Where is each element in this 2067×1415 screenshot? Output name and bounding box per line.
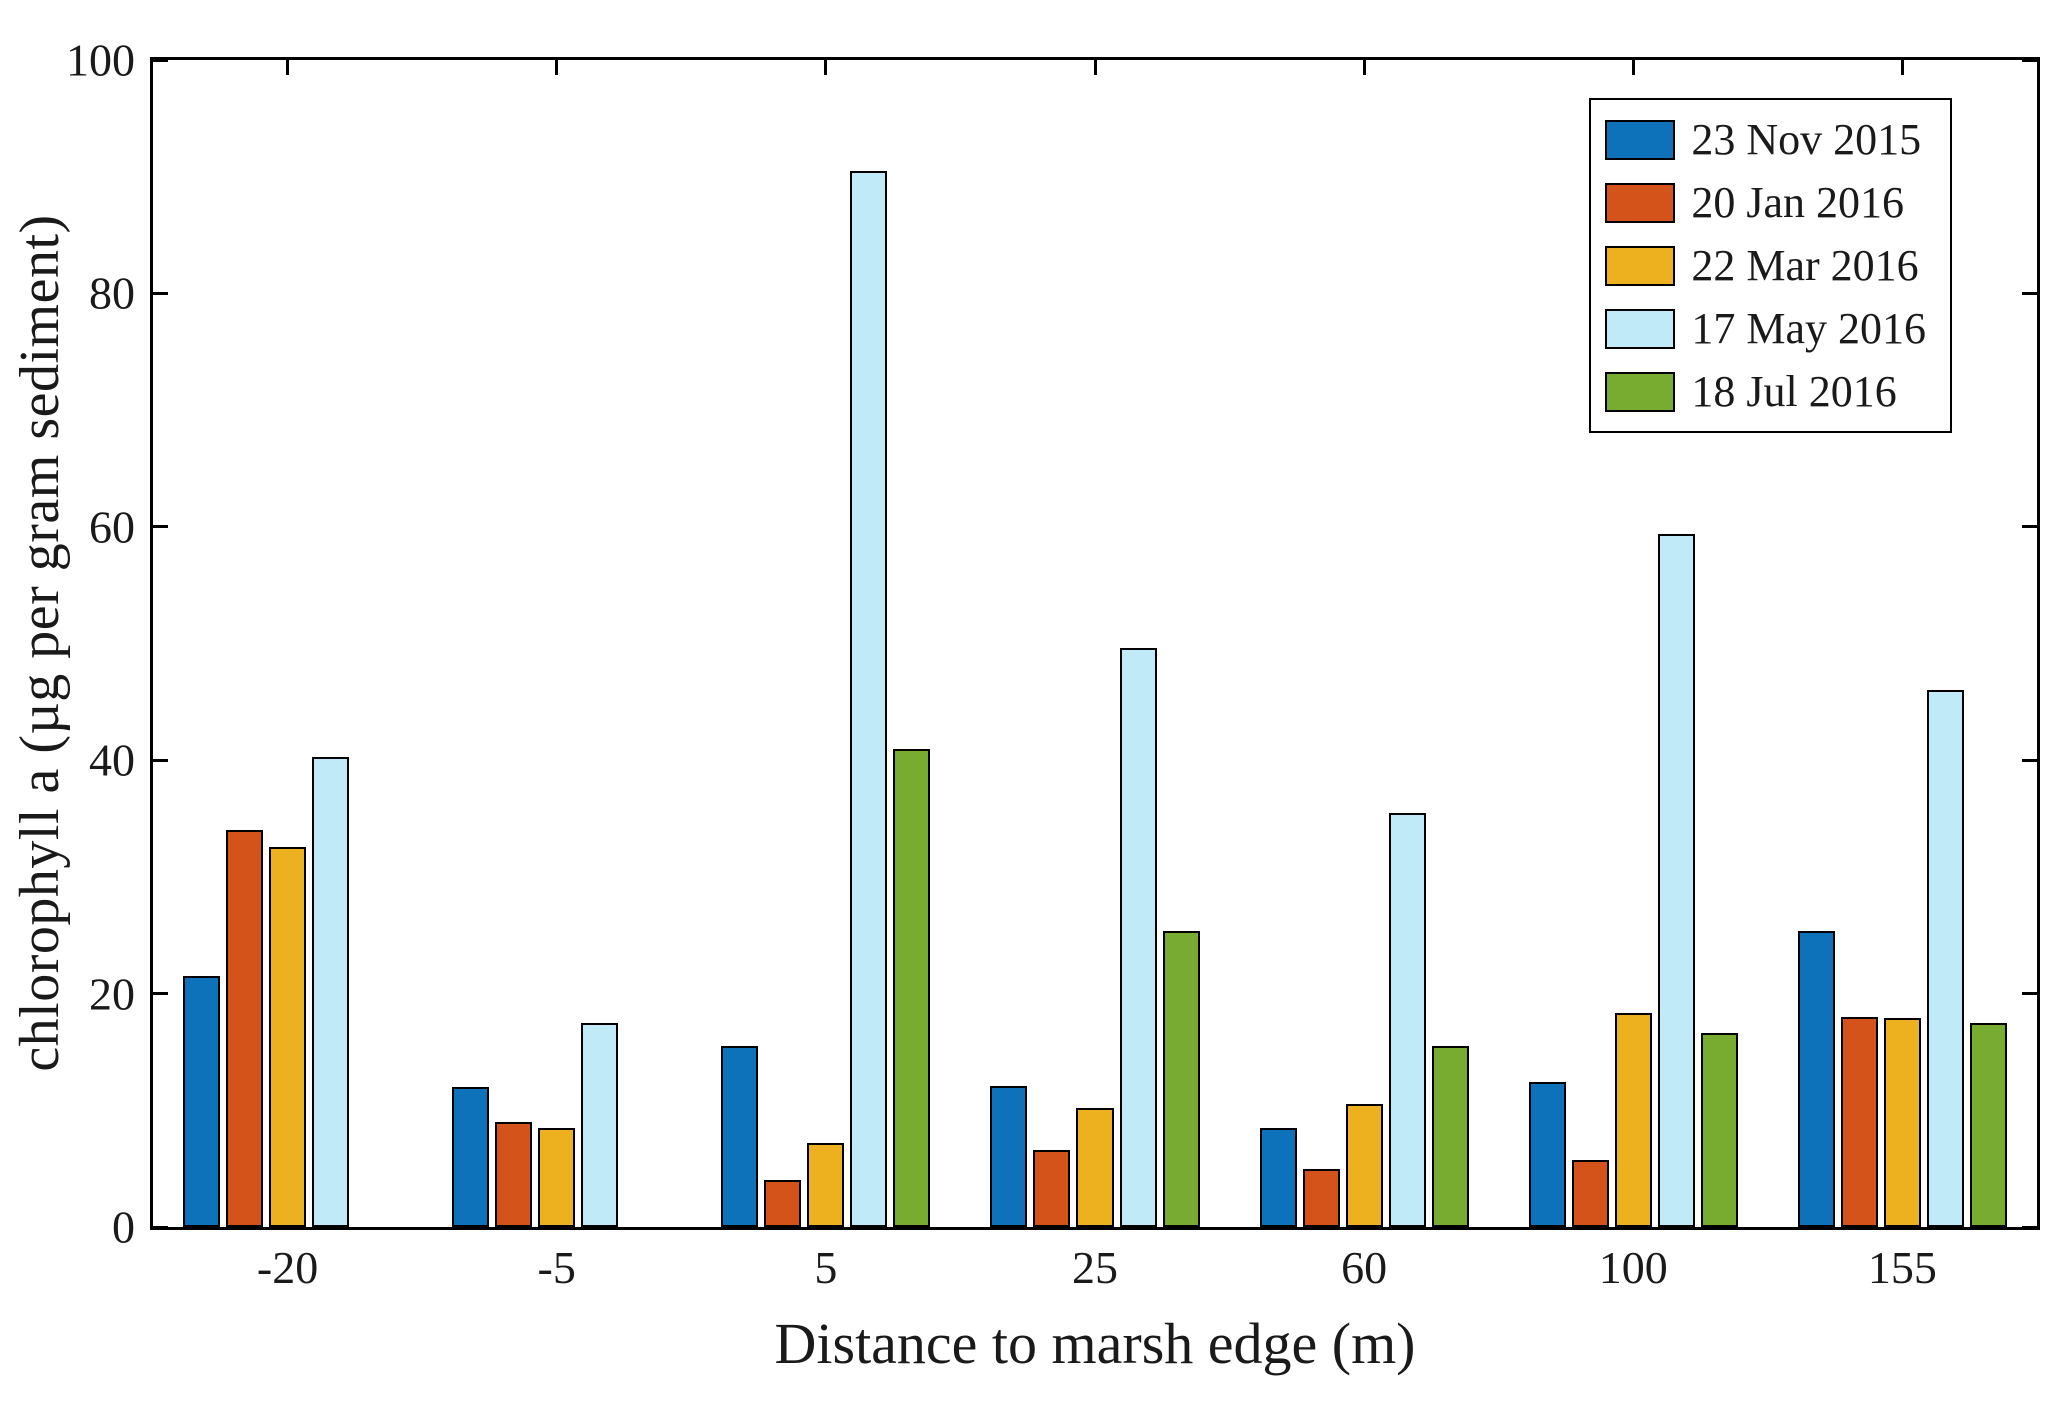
- x-tick-mark: [1362, 60, 1366, 75]
- bar: [1840, 1016, 1878, 1227]
- bar: [452, 1086, 490, 1227]
- legend-item: 22 Mar 2016: [1605, 240, 1926, 291]
- bar: [1700, 1033, 1738, 1227]
- legend-swatch: [1605, 245, 1676, 286]
- x-tick-label: 25: [1072, 1242, 1118, 1293]
- bar: [764, 1180, 802, 1227]
- y-tick-mark: [2022, 58, 2037, 62]
- y-tick-mark: [153, 758, 168, 762]
- bar: [1162, 930, 1200, 1227]
- legend-label: 22 Mar 2016: [1691, 241, 1919, 290]
- legend-swatch: [1605, 371, 1676, 412]
- bar: [807, 1142, 845, 1227]
- y-tick-label: 80: [89, 267, 135, 319]
- bar: [1614, 1013, 1652, 1227]
- x-tick-mark: [1900, 60, 1904, 75]
- bar: [721, 1046, 759, 1227]
- bar: [1345, 1104, 1383, 1227]
- legend-swatch: [1605, 119, 1676, 160]
- bar: [990, 1085, 1028, 1227]
- legend-item: 17 May 2016: [1605, 303, 1926, 354]
- bar: [1657, 533, 1695, 1227]
- bar: [182, 976, 220, 1227]
- legend-item: 23 Nov 2015: [1605, 114, 1926, 165]
- y-tick-mark: [2022, 525, 2037, 529]
- bar: [269, 846, 307, 1227]
- y-tick-label: 0: [112, 1201, 135, 1253]
- y-tick-mark: [153, 291, 168, 295]
- bar: [850, 170, 888, 1227]
- legend-swatch: [1605, 182, 1676, 223]
- legend-item: 18 Jul 2016: [1605, 366, 1926, 417]
- bar: [1388, 812, 1426, 1227]
- x-tick-mark: [1093, 60, 1097, 75]
- x-tick-mark: [824, 60, 828, 75]
- bar: [1033, 1149, 1071, 1227]
- bar: [1528, 1082, 1566, 1227]
- legend: 23 Nov 2015 20 Jan 2016 22 Mar 2016 17 May …: [1589, 98, 1952, 433]
- y-tick-mark: [153, 1225, 168, 1229]
- bar: [1797, 930, 1835, 1227]
- x-tick-label: -20: [256, 1242, 319, 1293]
- x-tick-label: 100: [1598, 1242, 1668, 1293]
- bar: [1076, 1107, 1114, 1227]
- y-tick-label: 20: [89, 968, 135, 1020]
- y-tick-mark: [153, 992, 168, 996]
- legend-swatch: [1605, 308, 1676, 349]
- bar: [538, 1127, 576, 1227]
- bar: [893, 748, 931, 1227]
- plot-area: 23 Nov 2015 20 Jan 2016 22 Mar 2016 17 May …: [66, 35, 2040, 1293]
- x-tick-mark: [286, 60, 290, 75]
- x-tick-label: 155: [1867, 1242, 1937, 1293]
- y-tick-mark: [2022, 992, 2037, 996]
- y-tick-label: 100: [66, 34, 135, 86]
- y-tick-mark: [2022, 291, 2037, 295]
- bar: [495, 1121, 533, 1227]
- legend-label: 20 Jan 2016: [1691, 178, 1904, 227]
- y-tick-label: 60: [89, 501, 135, 553]
- bar: [1571, 1160, 1609, 1227]
- bar: [1302, 1168, 1340, 1227]
- bar: [312, 756, 350, 1227]
- x-tick-mark: [555, 60, 559, 75]
- legend-label: 17 May 2016: [1691, 304, 1926, 353]
- bar: [1926, 690, 1964, 1227]
- y-tick-label: 40: [89, 734, 135, 786]
- bar: [1259, 1127, 1297, 1227]
- legend-label: 23 Nov 2015: [1691, 115, 1922, 164]
- y-tick-mark: [153, 58, 168, 62]
- legend-label: 18 Jul 2016: [1691, 367, 1897, 416]
- bar: [225, 830, 264, 1227]
- x-tick-mark: [1631, 60, 1635, 75]
- y-tick-mark: [153, 525, 168, 529]
- legend-item: 20 Jan 2016: [1605, 177, 1926, 228]
- bar: [581, 1022, 619, 1227]
- x-tick-label: -5: [537, 1242, 576, 1293]
- bar: [1970, 1022, 2008, 1227]
- x-axis-label: Distance to marsh edge (m): [774, 1311, 1416, 1376]
- x-tick-label: 60: [1341, 1242, 1388, 1293]
- bar: [1431, 1046, 1469, 1227]
- y-tick-mark: [2022, 1225, 2037, 1229]
- y-axis-label: chlorophyll a (µg per gram sediment): [9, 214, 71, 1072]
- x-tick-label: 5: [814, 1242, 838, 1293]
- bar: [1119, 648, 1157, 1227]
- bar: [1883, 1018, 1921, 1227]
- y-tick-mark: [2022, 758, 2037, 762]
